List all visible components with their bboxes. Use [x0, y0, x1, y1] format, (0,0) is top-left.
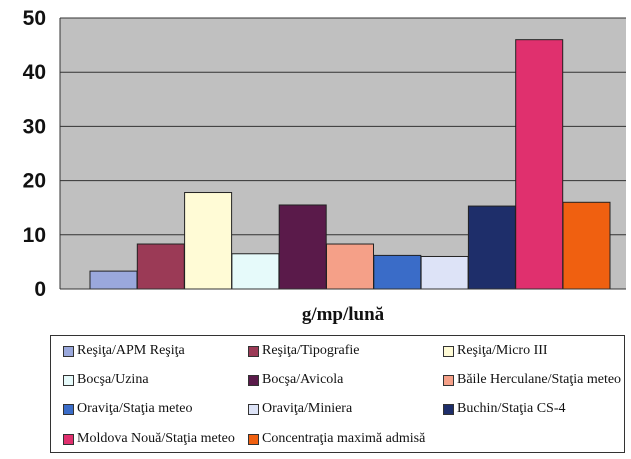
y-tick-label: 30 — [23, 115, 46, 138]
legend: Reşiţa/APM Reşiţa Reşiţa/Tipografie Reşiţa… — [50, 335, 625, 453]
legend-swatch — [443, 374, 454, 386]
legend-swatch — [443, 345, 454, 357]
legend-label: Reşiţa/APM Reşiţa — [77, 343, 185, 358]
legend-label: Moldova Nouă/Staţia meteo — [77, 431, 235, 446]
bar — [373, 254, 422, 290]
y-tick-label: 40 — [23, 61, 46, 84]
legend-item: Reşiţa/Tipografie — [248, 343, 359, 359]
y-tick-label: 20 — [23, 170, 46, 193]
legend-swatch — [248, 374, 259, 386]
bar — [467, 205, 516, 290]
legend-item: Reşiţa/Micro III — [443, 343, 548, 359]
bar — [515, 39, 564, 290]
legend-swatch — [63, 433, 74, 445]
legend-swatch — [63, 345, 74, 357]
legend-item: Moldova Nouă/Staţia meteo — [63, 431, 235, 447]
bar — [231, 253, 280, 290]
legend-item: Oraviţa/Staţia meteo — [63, 401, 192, 417]
legend-swatch — [248, 433, 259, 445]
legend-item: Bocşa/Uzina — [63, 372, 149, 388]
x-axis-label: g/mp/lună — [302, 304, 385, 325]
legend-label: Oraviţa/Miniera — [262, 401, 353, 416]
bar — [562, 201, 611, 290]
bars — [89, 39, 611, 290]
legend-item: Oraviţa/Miniera — [248, 401, 352, 417]
legend-label: Concentraţia maximă admisă — [262, 431, 426, 446]
chart: 0 10 20 30 40 50 g/mp/lună — [23, 7, 626, 325]
legend-swatch — [248, 345, 259, 357]
bar — [326, 243, 374, 290]
legend-item: Bocşa/Avicola — [248, 372, 343, 388]
legend-label: Bocşa/Avicola — [262, 372, 344, 387]
legend-swatch — [63, 374, 74, 386]
legend-label: Buchin/Staţia CS-4 — [457, 401, 566, 416]
bar — [278, 204, 327, 290]
bar — [89, 270, 138, 290]
legend-swatch — [248, 403, 259, 415]
legend-label: Bocşa/Uzina — [77, 372, 149, 387]
y-ticks: 0 10 20 30 40 50 — [23, 7, 46, 301]
bar — [136, 243, 185, 290]
legend-item: Băile Herculane/Staţia meteo — [443, 372, 621, 388]
legend-swatch — [63, 403, 74, 415]
legend-label: Reşiţa/Tipografie — [262, 343, 360, 358]
y-tick-label: 10 — [23, 224, 46, 247]
bar — [420, 255, 469, 290]
legend-item: Buchin/Staţia CS-4 — [443, 401, 566, 417]
bar — [184, 192, 233, 290]
legend-label: Băile Herculane/Staţia meteo — [457, 372, 622, 387]
y-tick-label: 0 — [34, 278, 46, 301]
legend-label: Oraviţa/Staţia meteo — [77, 401, 193, 416]
y-tick-label: 50 — [23, 7, 46, 30]
legend-item: Concentraţia maximă admisă — [248, 431, 425, 447]
legend-item: Reşiţa/APM Reşiţa — [63, 343, 185, 359]
legend-label: Reşiţa/Micro III — [457, 343, 548, 358]
legend-swatch — [443, 403, 454, 415]
